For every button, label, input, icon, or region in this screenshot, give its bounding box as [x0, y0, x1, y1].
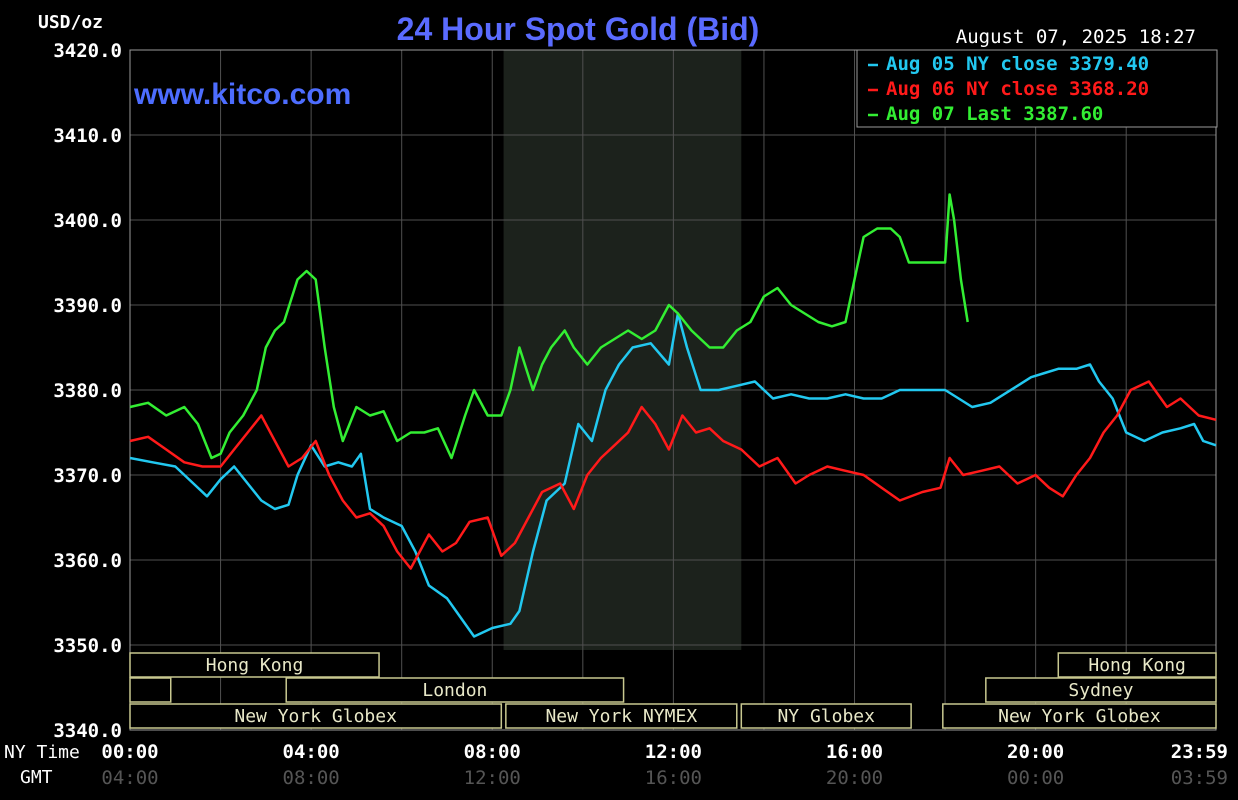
session-label: NY Globex — [777, 706, 875, 727]
session-box — [129, 703, 503, 729]
ny-time-tick-label: 00:00 — [101, 741, 158, 763]
y-tick-label: 3370.0 — [53, 465, 122, 487]
gmt-tick-label: 04:00 — [101, 767, 158, 789]
ny-time-tick-label: 08:00 — [464, 741, 521, 763]
y-tick-label: 3360.0 — [53, 550, 122, 572]
watermark: www.kitco.com — [133, 78, 351, 111]
gmt-tick-label: 12:00 — [464, 767, 521, 789]
ny-time-tick-label: 16:00 — [826, 741, 883, 763]
session-box — [740, 703, 912, 729]
y-tick-label: 3340.0 — [53, 720, 122, 742]
gmt-axis-label: GMT — [20, 767, 53, 788]
timestamp: August 07, 2025 18:27 — [956, 26, 1196, 48]
legend-entry: Aug 07 Last 3387.60 — [886, 103, 1103, 125]
ny-time-tick-label: 12:00 — [645, 741, 702, 763]
session-label: Sydney — [1068, 680, 1133, 701]
legend-box — [856, 49, 1218, 128]
session-bar: New York Globex — [129, 703, 503, 729]
price-series — [129, 193, 1217, 638]
unit-label: USD/oz — [38, 12, 103, 33]
series-line-aug-07 — [129, 193, 969, 460]
session-label: Hong Kong — [206, 655, 304, 676]
session-box — [285, 677, 625, 703]
legend-entry: Aug 05 NY close 3379.40 — [886, 53, 1149, 75]
session-bar: Sydney — [985, 677, 1217, 703]
y-tick-label: 3420.0 — [53, 40, 122, 62]
ny-time-axis-label: NY Time — [4, 742, 80, 763]
chart-title: 24 Hour Spot Gold (Bid) — [397, 11, 760, 47]
gmt-tick-label: 16:00 — [645, 767, 702, 789]
legend: Aug 05 NY close 3379.40 Aug 06 NY close 3… — [856, 49, 1218, 128]
session-bar: New York NYMEX — [505, 703, 738, 729]
session-box — [942, 703, 1217, 729]
session-label: Hong Kong — [1088, 655, 1186, 676]
ny-time-tick-label: 20:00 — [1007, 741, 1064, 763]
y-axis: 3420.0 3410.0 3400.0 3390.0 3380.0 3370.0 3360… — [53, 40, 122, 742]
y-tick-label: 3410.0 — [53, 125, 122, 147]
session-label: New York Globex — [998, 706, 1161, 727]
y-tick-label: 3380.0 — [53, 380, 122, 402]
session-label: New York Globex — [234, 706, 397, 727]
gmt-tick-label: 03:59 — [1171, 767, 1228, 789]
plot-area-border — [129, 49, 1217, 731]
session-box — [985, 677, 1217, 703]
ny-time-tick-label: 23:59 — [1171, 741, 1228, 763]
session-bar: Hong Kong — [1057, 652, 1217, 678]
market-sessions: Hong Kong Hong Kong London Sydney New York G… — [129, 652, 1217, 729]
series-line-aug-06 — [129, 380, 1217, 570]
session-box — [1057, 652, 1217, 678]
session-box — [129, 677, 172, 703]
y-tick-label: 3390.0 — [53, 295, 122, 317]
gmt-tick-label: 20:00 — [826, 767, 883, 789]
x-axis: NY Time GMT 00:00 04:00 04:00 08:00 08:00 12:… — [4, 741, 1228, 789]
session-box — [505, 703, 738, 729]
session-bar: London — [285, 677, 625, 703]
y-tick-label: 3400.0 — [53, 210, 122, 232]
ny-time-tick-label: 04:00 — [283, 741, 340, 763]
legend-entry: Aug 06 NY close 3368.20 — [886, 78, 1149, 100]
session-label: New York NYMEX — [545, 706, 697, 727]
session-bar: Hong Kong — [129, 652, 380, 678]
session-bar: New York Globex — [942, 703, 1217, 729]
gmt-tick-label: 08:00 — [283, 767, 340, 789]
session-bar: NY Globex — [740, 703, 912, 729]
session-label: London — [422, 680, 487, 701]
gmt-tick-label: 00:00 — [1007, 767, 1064, 789]
session-box — [129, 652, 380, 678]
session-bar — [129, 677, 172, 703]
y-tick-label: 3350.0 — [53, 635, 122, 657]
nymex-session-shading — [503, 50, 742, 650]
